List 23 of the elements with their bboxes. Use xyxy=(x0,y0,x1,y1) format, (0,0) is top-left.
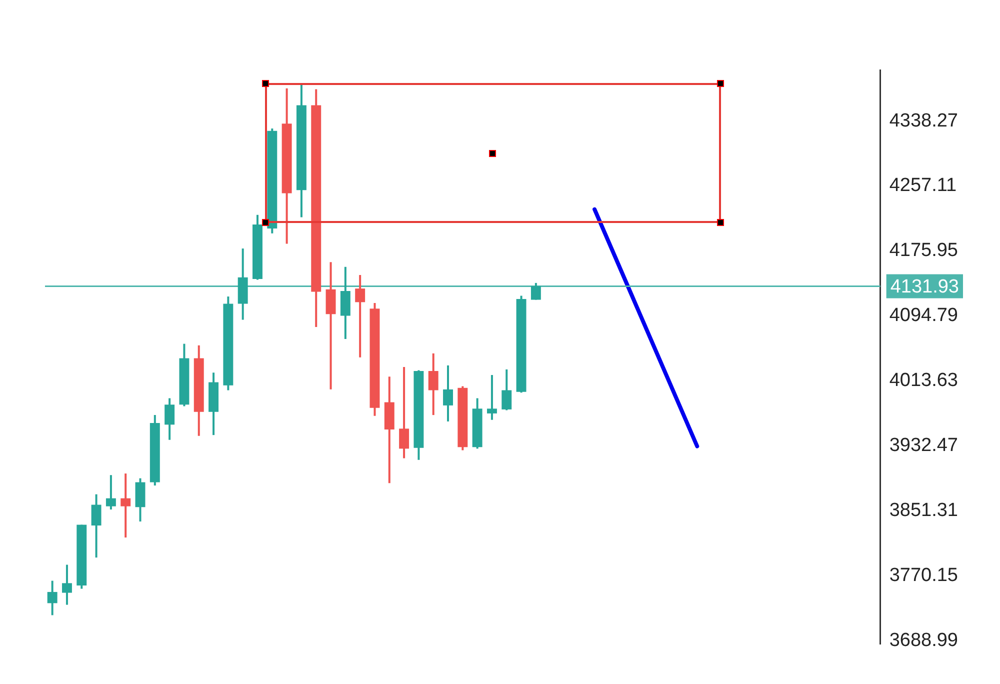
y-tick-label: 4013.63 xyxy=(889,370,958,392)
candlestick xyxy=(428,352,438,416)
candlestick xyxy=(486,374,497,421)
y-tick-label: 3932.47 xyxy=(889,435,958,456)
y-tick-label: 3688.99 xyxy=(889,630,958,652)
candlestick xyxy=(91,493,102,559)
candlestick xyxy=(47,580,58,616)
candlestick xyxy=(530,282,541,301)
y-tick-label: 4094.79 xyxy=(889,305,958,326)
y-tick-label: 4257.11 xyxy=(889,175,957,196)
y-tick-label: 3770.15 xyxy=(889,565,958,586)
candlestick xyxy=(164,397,175,441)
candlestick xyxy=(62,564,72,606)
candlestick xyxy=(120,472,131,539)
y-tick-label: 4175.95 xyxy=(889,240,958,262)
y-tick-label: 4338.27 xyxy=(889,110,958,132)
candlestick xyxy=(443,364,453,422)
y-tick-label: 3851.31 xyxy=(889,500,958,522)
candlestick xyxy=(502,368,512,412)
ref-line-label: 4131.93 xyxy=(890,276,960,298)
candlestick xyxy=(355,274,366,358)
candlestick xyxy=(399,366,410,460)
candlestick xyxy=(106,474,116,511)
